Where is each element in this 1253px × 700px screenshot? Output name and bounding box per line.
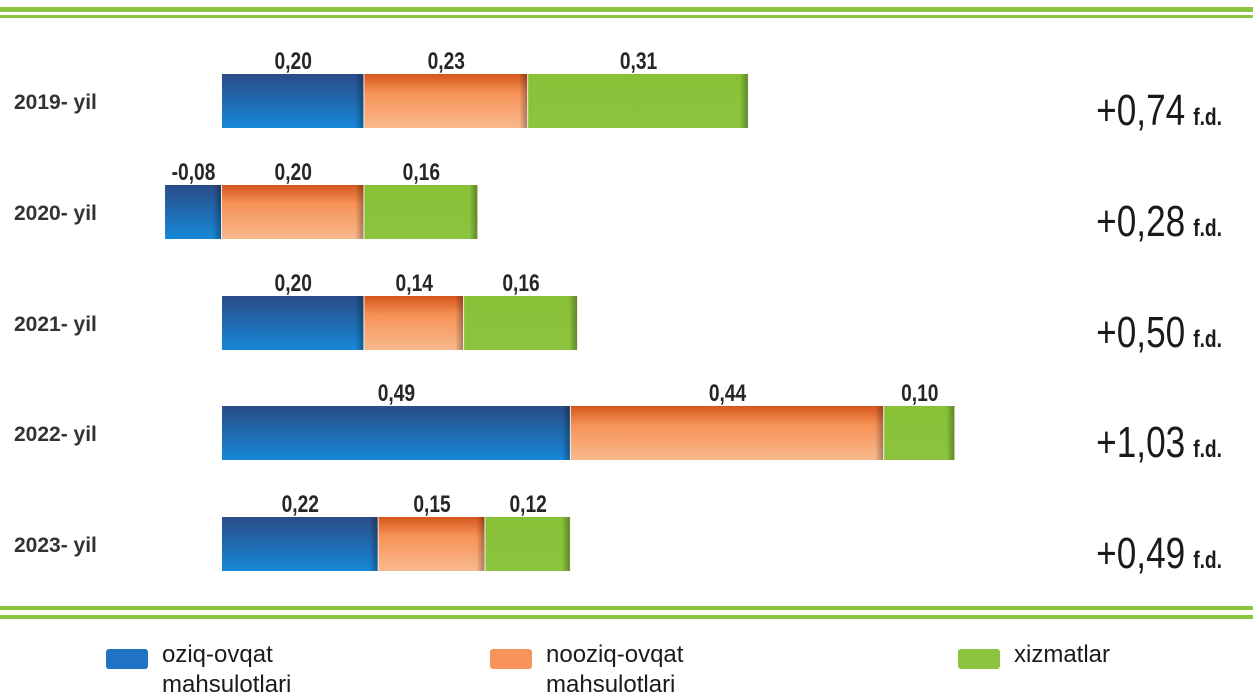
bar-separator — [477, 185, 480, 239]
bar-edge-shade — [469, 185, 479, 239]
bar-edge-shade — [355, 296, 365, 350]
category-label: 2020- yil — [14, 202, 97, 225]
bar-edge-shade — [875, 406, 885, 460]
data-label: 0,22 — [282, 490, 319, 518]
legend-item-food: oziq-ovqat mahsulotlari — [106, 640, 382, 700]
stacked-bar-chart: 2019- yil 0,20 0,23 0,31 +0,74 f.d. 2020- yil -… — [14, 47, 1222, 578]
bar-services — [884, 406, 956, 460]
bar-food — [222, 517, 379, 571]
data-label: 0,23 — [428, 47, 465, 75]
bar-services — [528, 74, 749, 128]
data-label: 0,20 — [275, 158, 312, 186]
total-label: +0,50 f.d. — [1096, 308, 1222, 357]
bar-edge-shade — [569, 296, 578, 350]
legend-swatch-nonfood — [490, 649, 532, 669]
bar-nonfood — [222, 185, 365, 239]
bar-separator — [747, 74, 750, 128]
bar-edge-shade — [455, 296, 465, 350]
bar-separator — [569, 517, 572, 571]
legend-swatch-services — [958, 649, 1000, 669]
total-label: +0,28 f.d. — [1096, 197, 1222, 246]
bar-nonfood — [364, 74, 529, 128]
bar-edge-shade — [476, 517, 486, 571]
data-label: 0,16 — [502, 269, 539, 297]
data-label: 0,14 — [396, 269, 433, 297]
data-label: 0,49 — [378, 379, 415, 407]
bar-nonfood — [378, 517, 486, 571]
bar-food — [222, 406, 571, 460]
bar-separator — [577, 296, 579, 350]
bar-food — [165, 185, 222, 239]
legend-label-nonfood: nooziq-ovqat mahsulotlari — [546, 641, 684, 698]
bar-food — [222, 74, 365, 128]
total-label: +0,49 f.d. — [1096, 529, 1222, 578]
bar-services — [464, 296, 578, 350]
legend-label-services: xizmatlar — [1014, 641, 1111, 668]
bar-edge-shade — [369, 517, 379, 571]
bar-food — [222, 296, 365, 350]
data-label: 0,15 — [413, 490, 450, 518]
bar-edge-shade — [739, 74, 749, 128]
category-label: 2021- yil — [14, 313, 97, 336]
bar-edge-shade — [561, 517, 571, 571]
category-label: 2022- yil — [14, 423, 97, 446]
data-label: 0,31 — [620, 47, 657, 75]
data-label: 0,20 — [275, 269, 312, 297]
data-label: -0,08 — [172, 158, 216, 186]
bar-edge-shade — [946, 406, 956, 460]
data-label: 0,44 — [709, 379, 746, 407]
bar-services — [364, 185, 479, 239]
bar-services — [485, 517, 571, 571]
legend-swatch-food — [106, 649, 148, 669]
legend-label-food: oziq-ovqat mahsulotlari — [162, 641, 292, 698]
legend-item-services: xizmatlar — [958, 640, 1234, 670]
data-label: 0,16 — [403, 158, 440, 186]
bar-nonfood — [570, 406, 885, 460]
bar-edge-shade — [213, 185, 222, 239]
data-label: 0,10 — [901, 379, 938, 407]
bar-separator — [954, 406, 957, 460]
category-label: 2023- yil — [14, 534, 97, 557]
bar-nonfood — [364, 296, 465, 350]
category-label: 2019- yil — [14, 91, 97, 114]
bar-edge-shade — [355, 185, 365, 239]
total-label: +0,74 f.d. — [1096, 86, 1222, 135]
legend-item-nonfood: nooziq-ovqat mahsulotlari — [490, 640, 766, 700]
bar-edge-shade — [561, 406, 571, 460]
data-label: 0,20 — [275, 47, 312, 75]
bar-edge-shade — [355, 74, 365, 128]
total-label: +1,03 f.d. — [1096, 418, 1222, 467]
bar-edge-shade — [519, 74, 529, 128]
data-label: 0,12 — [509, 490, 546, 518]
